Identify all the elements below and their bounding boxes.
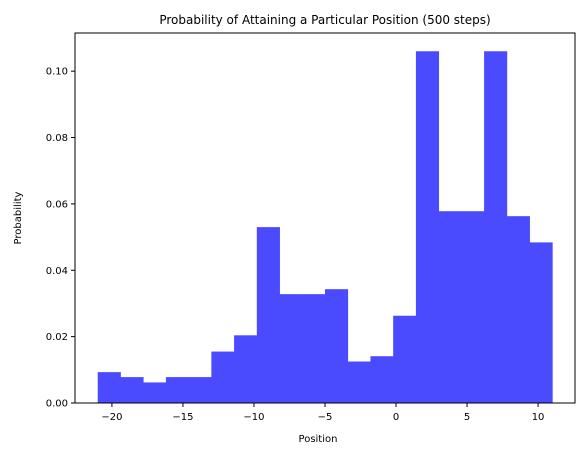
histogram-bar-6 [234,335,258,403]
histogram-bar-11 [347,361,371,403]
histogram-bar-10 [325,289,349,403]
histogram-bar-9 [302,294,326,403]
x-tick-label-0: −20 [101,412,122,423]
histogram-bar-13 [393,315,417,403]
bars-group [97,51,553,403]
y-tick-label-4: 0.08 [46,133,68,144]
plot-frame [74,32,576,404]
histogram-bar-1 [120,377,144,403]
chart-title: Probability of Attaining a Particular Po… [159,13,490,27]
x-axis-label: Position [299,434,338,445]
x-tick-label-6: 10 [532,412,545,423]
histogram-bar-17 [484,51,508,403]
y-tick-label-0: 0.00 [46,399,68,410]
histogram-bar-5 [211,351,235,403]
x-axis-ticks: −20 −15 −10 −5 0 5 10 [101,403,544,423]
histogram-bar-12 [370,356,394,403]
x-tick-label-4: 0 [393,412,399,423]
x-tick-label-5: 5 [464,412,470,423]
y-axis-ticks: 0.00 0.02 0.04 0.06 0.08 0.10 [46,67,75,410]
histogram-bar-19 [529,242,553,403]
y-tick-label-5: 0.10 [46,67,68,78]
x-tick-label-1: −15 [172,412,193,423]
histogram-bar-8 [279,294,303,403]
histogram-bar-15 [438,211,462,403]
histogram-bar-7 [256,227,280,403]
x-tick-label-3: −5 [318,412,333,423]
y-axis-label: Probability [13,191,24,244]
histogram-bar-18 [506,216,530,403]
y-tick-label-2: 0.04 [46,266,68,277]
y-tick-label-1: 0.02 [46,332,68,343]
histogram-bar-14 [415,51,440,403]
histogram-bar-16 [461,211,485,403]
histogram-bar-0 [97,372,121,403]
histogram-bar-2 [143,382,167,403]
y-tick-label-3: 0.06 [46,199,68,210]
histogram-bar-3 [165,377,190,403]
histogram-bar-4 [188,377,212,403]
x-tick-label-2: −10 [243,412,264,423]
